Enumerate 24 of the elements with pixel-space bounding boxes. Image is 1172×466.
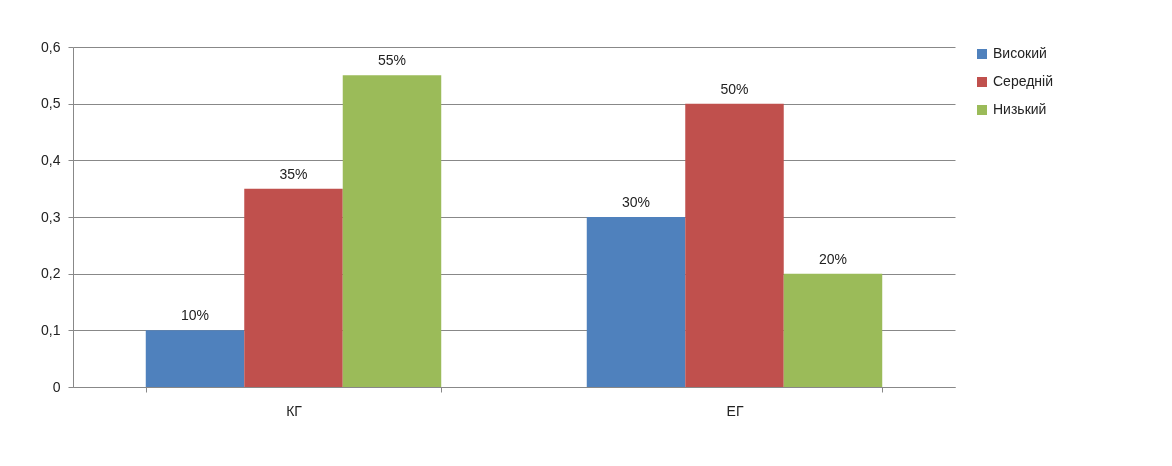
- legend-label: Високий: [993, 45, 1047, 61]
- legend-label: Середній: [993, 73, 1053, 89]
- x-tick-label: ЕГ: [726, 402, 744, 419]
- y-tick-label: 0,5: [41, 95, 61, 112]
- data-label: 35%: [279, 165, 308, 182]
- y-tick-label: 0,4: [41, 151, 61, 168]
- bar: [145, 330, 245, 387]
- bar: [586, 217, 686, 387]
- bar: [244, 188, 343, 387]
- y-tick-label: 0: [52, 378, 61, 395]
- data-label: 55%: [377, 52, 407, 69]
- legend-label: Низький: [993, 101, 1047, 117]
- data-label: 10%: [180, 307, 210, 324]
- y-tick-label: 0,1: [41, 321, 61, 338]
- data-label: 50%: [720, 80, 749, 97]
- x-tick-label: КГ: [286, 402, 303, 419]
- y-tick-label: 0,3: [41, 208, 61, 225]
- y-tick-label: 0,6: [41, 38, 61, 55]
- bar: [685, 103, 784, 387]
- bar: [783, 273, 883, 387]
- bar: [342, 75, 442, 387]
- data-label: 20%: [818, 250, 848, 267]
- data-label: 30%: [621, 194, 651, 210]
- y-tick-label: 0,2: [41, 265, 61, 282]
